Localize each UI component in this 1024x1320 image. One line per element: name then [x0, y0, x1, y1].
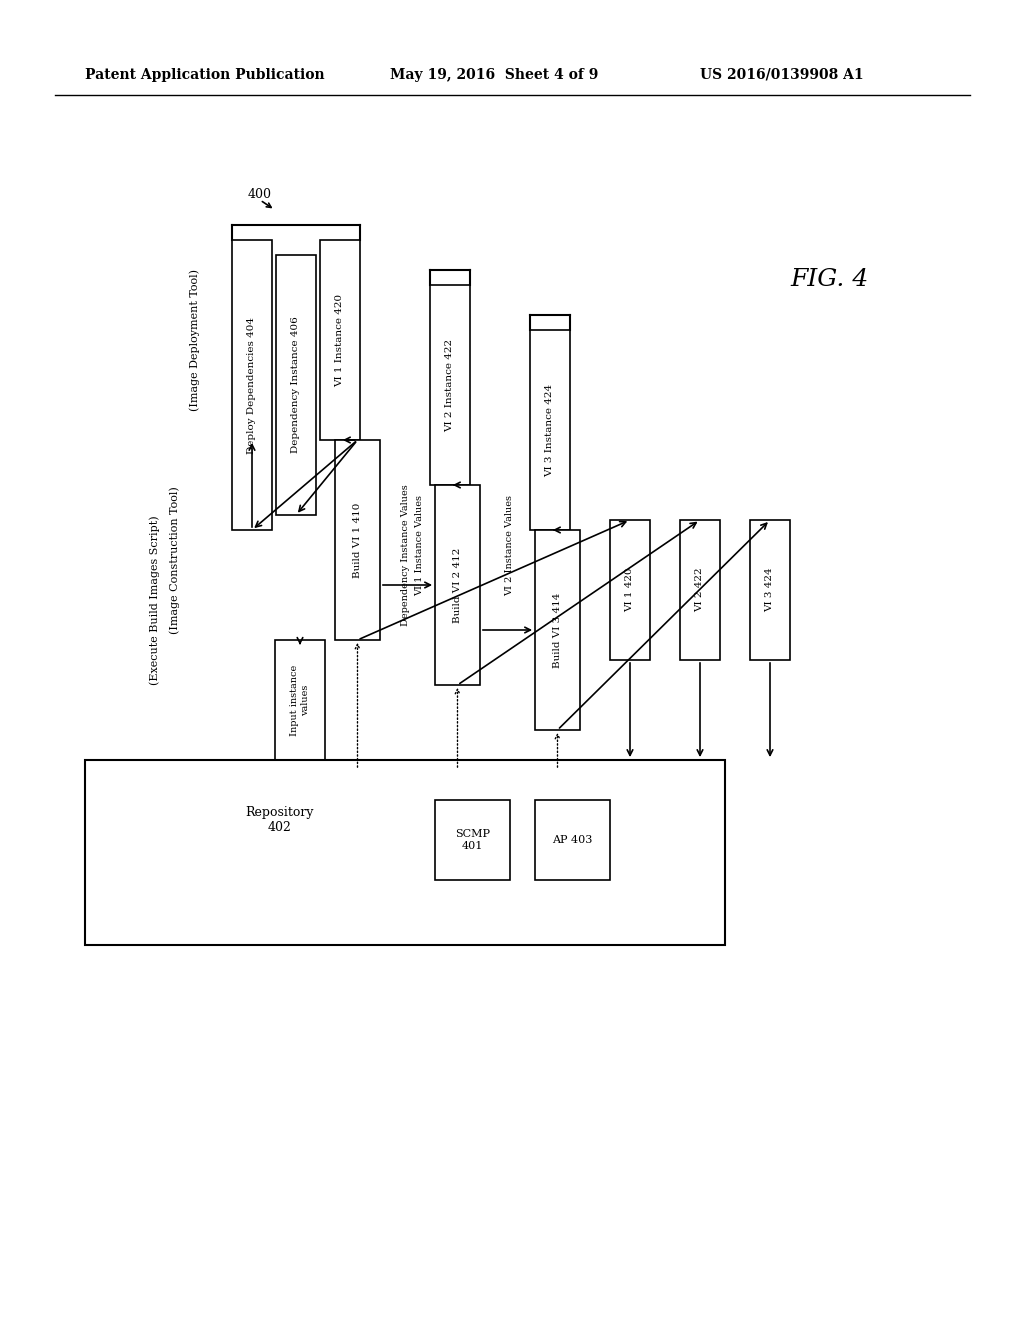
Bar [610, 520, 650, 660]
Text: Dependency Instance Values: Dependency Instance Values [400, 484, 410, 626]
Text: VI 1 Instance Values: VI 1 Instance Values [416, 495, 425, 595]
Bar [319, 240, 360, 440]
Bar [435, 800, 510, 880]
Text: Input instance
values: Input instance values [290, 664, 309, 735]
Text: VI 3 424: VI 3 424 [766, 568, 774, 612]
Bar [680, 520, 720, 660]
Bar [232, 240, 272, 531]
Text: US 2016/0139908 A1: US 2016/0139908 A1 [700, 69, 863, 82]
Text: FIG. 4: FIG. 4 [790, 268, 868, 292]
Text: Build VI 1 410: Build VI 1 410 [353, 503, 362, 578]
Text: VI 2 Instance Values: VI 2 Instance Values [506, 495, 514, 595]
Bar [430, 285, 470, 484]
Text: Dependency Instance 406: Dependency Instance 406 [292, 317, 300, 453]
Bar [530, 330, 570, 531]
Text: Patent Application Publication: Patent Application Publication [85, 69, 325, 82]
Text: (Image Deployment Tool): (Image Deployment Tool) [189, 269, 201, 411]
Text: May 19, 2016  Sheet 4 of 9: May 19, 2016 Sheet 4 of 9 [390, 69, 598, 82]
Bar [276, 255, 316, 515]
Text: 400: 400 [248, 189, 272, 202]
Text: (Image Construction Tool): (Image Construction Tool) [170, 486, 180, 634]
Text: Build VI 2 412: Build VI 2 412 [453, 548, 462, 623]
Bar [435, 484, 480, 685]
Text: SCMP
401: SCMP 401 [455, 829, 490, 851]
Text: VI 2 422: VI 2 422 [695, 568, 705, 612]
Text: Repository
402: Repository 402 [246, 807, 314, 834]
Bar [750, 520, 790, 660]
Text: (Execute Build Images Script): (Execute Build Images Script) [150, 515, 161, 685]
Bar [535, 531, 580, 730]
Bar [275, 640, 325, 760]
Text: AP 403: AP 403 [552, 836, 593, 845]
Text: Build VI 3 414: Build VI 3 414 [553, 593, 562, 668]
Bar [335, 440, 380, 640]
Text: VI 1 Instance 420: VI 1 Instance 420 [336, 293, 344, 387]
Text: Deploy Dependencies 404: Deploy Dependencies 404 [248, 317, 256, 454]
Text: VI 3 Instance 424: VI 3 Instance 424 [546, 383, 555, 477]
Text: VI 2 Instance 422: VI 2 Instance 422 [445, 338, 455, 432]
Text: VI 1 420: VI 1 420 [626, 568, 635, 612]
Bar [85, 760, 725, 945]
Bar [535, 800, 610, 880]
